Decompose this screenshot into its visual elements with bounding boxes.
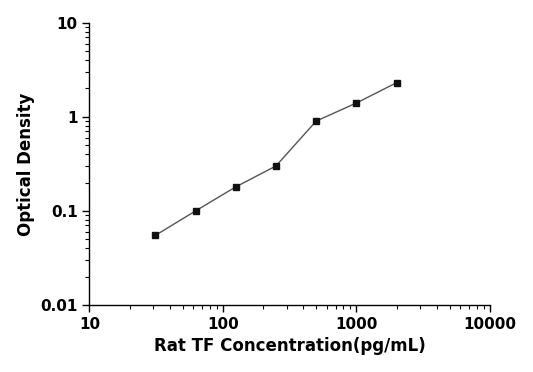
X-axis label: Rat TF Concentration(pg/mL): Rat TF Concentration(pg/mL) [154,337,425,355]
Y-axis label: Optical Density: Optical Density [17,92,35,235]
